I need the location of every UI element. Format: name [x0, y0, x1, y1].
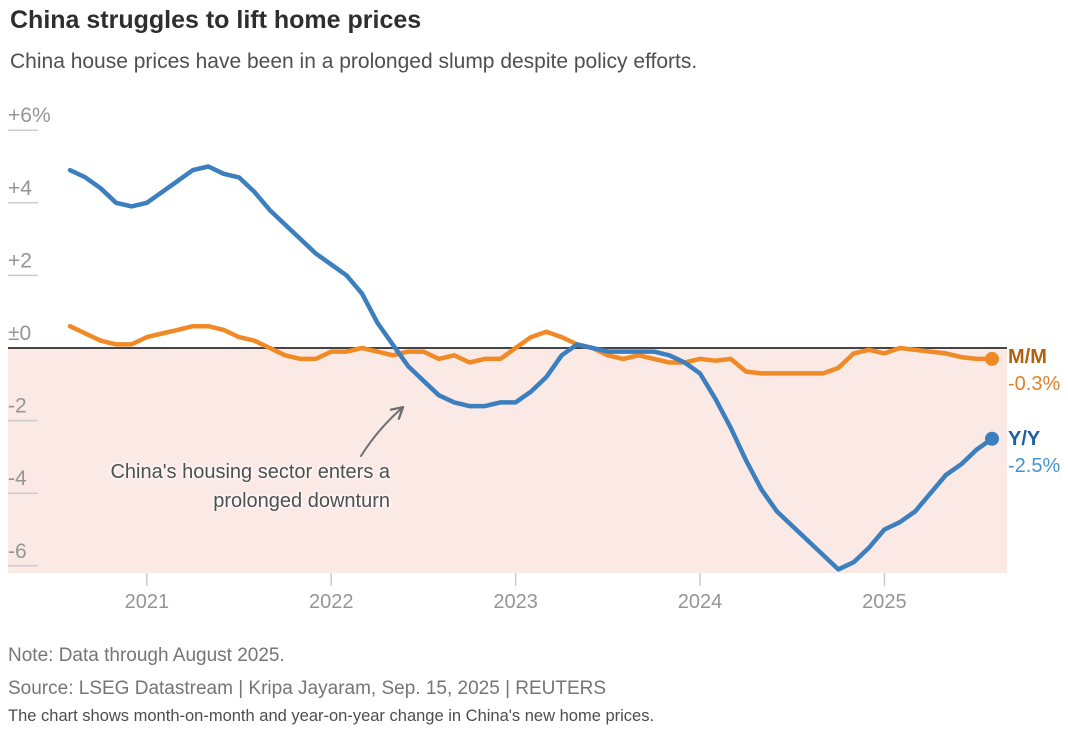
yy-series-line	[67, 164, 995, 572]
caption-text: The chart shows month-on-month and year-…	[8, 707, 655, 725]
mm-end-dot	[985, 351, 999, 366]
note-text: Note: Data through August 2025.	[8, 645, 285, 666]
y-tick-label: -4	[8, 467, 27, 490]
mm-latest-value: -0.3%	[1008, 373, 1061, 395]
annotation-arrow	[360, 405, 405, 457]
x-tick-label: 2024	[678, 591, 723, 613]
annotation-text: China's housing sector enters a prolonge…	[75, 458, 390, 516]
annotation-line-1: China's housing sector enters a	[110, 461, 390, 483]
chart-subtitle: China house prices have been in a prolon…	[10, 50, 698, 73]
x-tick-label: 2021	[125, 591, 170, 613]
annotation-line-2: prolonged downturn	[213, 490, 390, 512]
chart-title: China struggles to lift home prices	[10, 6, 422, 34]
y-tick-label: +4	[8, 177, 32, 200]
y-tick-label: +2	[8, 249, 32, 272]
x-tick-label: 2022	[309, 591, 354, 613]
y-tick-label: +6%	[8, 104, 51, 127]
mm-series-label: M/M	[1008, 346, 1047, 368]
y-tick-label: -6	[8, 540, 27, 563]
yy-latest-value: -2.5%	[1008, 455, 1061, 477]
yy-end-dot	[985, 431, 999, 446]
shaded-negative-region	[8, 349, 1007, 573]
yy-series-label: Y/Y	[1008, 428, 1041, 450]
x-tick-label: 2025	[862, 591, 907, 613]
x-tick-label: 2023	[493, 591, 538, 613]
y-tick-label: ±0	[8, 322, 31, 345]
source-text: Source: LSEG Datastream | Kripa Jayaram,…	[8, 678, 607, 699]
y-tick-label: -2	[8, 395, 27, 418]
mm-series-line	[67, 323, 995, 376]
